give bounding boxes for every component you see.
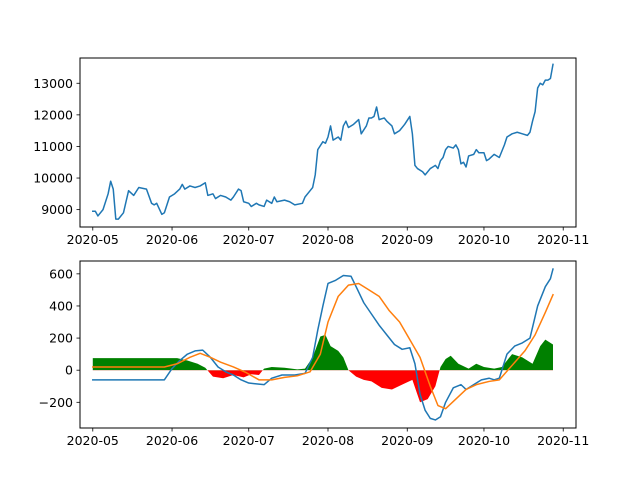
x-tick-label: 2020-07 [223, 232, 275, 247]
macd-chart: 2020-05 2020-06 2020-07 2020-08 2020-09 2020-… [39, 260, 589, 448]
price-chart: 2020-05 2020-06 2020-07 2020-08 2020-09 2020-… [33, 57, 589, 247]
y-tick-label: 13000 [33, 76, 73, 91]
y-tick-label: 0 [65, 363, 73, 378]
signal-line [92, 282, 554, 410]
y-tick-label: 11000 [33, 139, 73, 154]
x-tick-label: 2020-05 [67, 232, 119, 247]
price-line [92, 63, 554, 220]
y-tick-label: 12000 [33, 107, 73, 122]
x-tick-label: 2020-09 [381, 232, 433, 247]
histogram-negative-area [207, 370, 440, 403]
x-tick-label: 2020-08 [302, 433, 354, 448]
y-tick-label: 200 [49, 331, 73, 346]
x-tick-label: 2020-11 [537, 433, 589, 448]
macd-line [92, 268, 554, 421]
y-tick-label: 10000 [33, 171, 73, 186]
x-tick-label: 2020-10 [458, 433, 510, 448]
x-tick-label: 2020-09 [381, 433, 433, 448]
y-tick-label: 400 [49, 298, 73, 313]
y-tick-label: 9000 [41, 202, 73, 217]
x-tick-label: 2020-07 [223, 433, 275, 448]
y-tick-label: 600 [49, 266, 73, 281]
x-tick-label: 2020-10 [458, 232, 510, 247]
y-tick-label: −200 [39, 395, 73, 410]
x-tick-label: 2020-05 [67, 433, 119, 448]
x-tick-label: 2020-08 [302, 232, 354, 247]
histogram-positive-area [92, 334, 553, 371]
x-tick-label: 2020-06 [146, 433, 198, 448]
x-tick-label: 2020-11 [537, 232, 589, 247]
x-tick-label: 2020-06 [146, 232, 198, 247]
